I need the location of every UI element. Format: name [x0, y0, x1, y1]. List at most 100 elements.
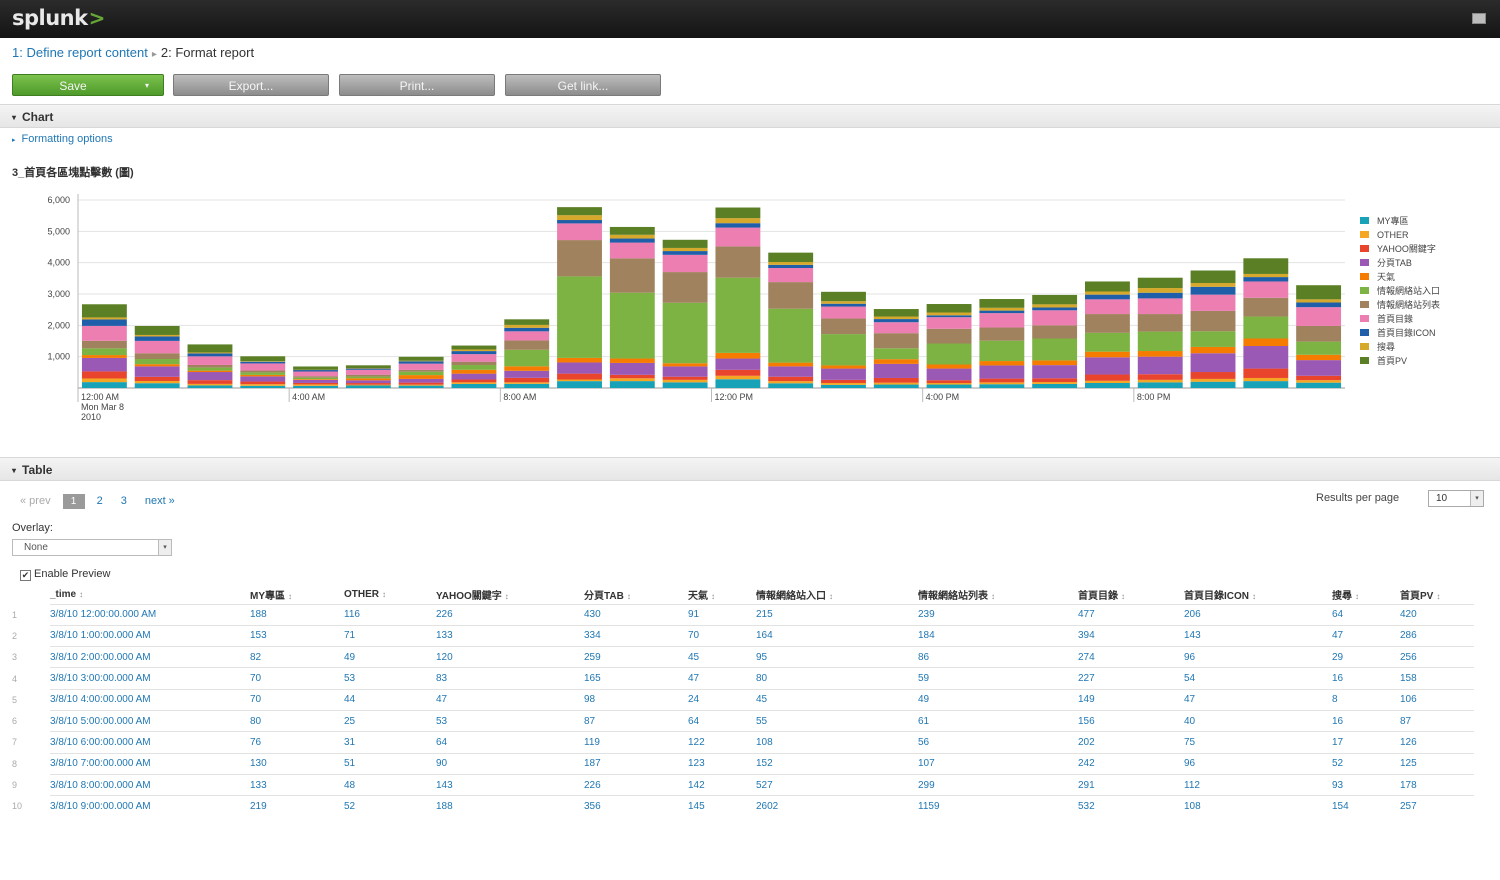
page-2-link[interactable]: 2 — [96, 495, 103, 507]
table-cell[interactable]: 45 — [756, 688, 918, 711]
table-cell[interactable]: 106 — [1400, 688, 1474, 711]
table-cell[interactable]: 70 — [688, 624, 756, 647]
column-header[interactable]: 分頁TAB ↕ — [584, 586, 688, 604]
table-cell[interactable]: 47 — [1184, 688, 1332, 711]
table-cell[interactable]: 87 — [584, 709, 688, 732]
legend-item[interactable]: 首頁目錄 — [1360, 312, 1440, 326]
table-cell[interactable]: 61 — [918, 709, 1078, 732]
sort-icon[interactable]: ↕ — [626, 592, 631, 602]
table-cell[interactable]: 71 — [344, 624, 436, 647]
table-cell[interactable]: 2602 — [756, 795, 918, 817]
sort-icon[interactable]: ↕ — [1355, 592, 1359, 602]
table-cell[interactable]: 356 — [584, 795, 688, 817]
sort-icon[interactable]: ↕ — [1436, 592, 1441, 602]
table-cell[interactable]: 123 — [688, 752, 756, 775]
legend-item[interactable]: 天氣 — [1360, 270, 1440, 284]
table-cell[interactable]: 188 — [250, 603, 344, 626]
table-cell[interactable]: 16 — [1332, 667, 1400, 690]
table-cell[interactable]: 70 — [250, 688, 344, 711]
column-header[interactable]: MY專區 ↕ — [250, 586, 344, 604]
table-cell[interactable]: 96 — [1184, 752, 1332, 775]
column-header[interactable]: 情報網絡站入口 ↕ — [756, 586, 918, 604]
print-button[interactable]: Print... — [339, 74, 495, 96]
table-cell[interactable]: 86 — [918, 646, 1078, 668]
page-3-link[interactable]: 3 — [120, 495, 127, 507]
table-cell[interactable]: 59 — [918, 667, 1078, 690]
table-cell[interactable]: 87 — [1400, 709, 1474, 732]
table-cell[interactable]: 29 — [1332, 646, 1400, 668]
table-cell[interactable]: 143 — [436, 773, 584, 796]
time-cell[interactable]: 3/8/10 6:00:00.000 AM — [50, 731, 250, 754]
column-header[interactable]: 情報網絡站列表 ↕ — [918, 586, 1078, 604]
sort-icon[interactable]: ↕ — [504, 592, 509, 602]
table-cell[interactable]: 184 — [918, 624, 1078, 647]
table-cell[interactable]: 125 — [1400, 752, 1474, 775]
table-cell[interactable]: 45 — [688, 646, 756, 668]
time-cell[interactable]: 3/8/10 2:00:00.000 AM — [50, 646, 250, 668]
table-cell[interactable]: 75 — [1184, 731, 1332, 754]
column-header[interactable]: OTHER ↕ — [344, 586, 436, 604]
save-dropdown-caret-icon[interactable]: ▾ — [144, 81, 149, 90]
table-cell[interactable]: 286 — [1400, 624, 1474, 647]
table-cell[interactable]: 70 — [250, 667, 344, 690]
column-header[interactable]: 天氣 ↕ — [688, 586, 756, 604]
sort-icon[interactable]: ↕ — [711, 592, 715, 602]
table-cell[interactable]: 64 — [688, 709, 756, 732]
table-cell[interactable]: 25 — [344, 709, 436, 732]
legend-item[interactable]: MY專區 — [1360, 214, 1440, 228]
table-cell[interactable]: 16 — [1332, 709, 1400, 732]
breadcrumb-step1-link[interactable]: 1: Define report content — [12, 45, 148, 60]
legend-item[interactable]: OTHER — [1360, 228, 1440, 242]
legend-item[interactable]: 情報網絡站列表 — [1360, 298, 1440, 312]
table-cell[interactable]: 54 — [1184, 667, 1332, 690]
table-cell[interactable]: 256 — [1400, 646, 1474, 668]
splunk-logo[interactable]: splunk> — [12, 6, 105, 30]
table-cell[interactable]: 122 — [688, 731, 756, 754]
table-cell[interactable]: 31 — [344, 731, 436, 754]
table-cell[interactable]: 226 — [584, 773, 688, 796]
column-header[interactable]: _time ↕ — [50, 586, 250, 604]
table-cell[interactable]: 178 — [1400, 773, 1474, 796]
table-cell[interactable]: 239 — [918, 603, 1078, 626]
table-cell[interactable]: 149 — [1078, 688, 1184, 711]
table-cell[interactable]: 156 — [1078, 709, 1184, 732]
get-link-button[interactable]: Get link... — [505, 74, 661, 96]
time-cell[interactable]: 3/8/10 3:00:00.000 AM — [50, 667, 250, 690]
table-cell[interactable]: 154 — [1332, 795, 1400, 817]
time-cell[interactable]: 3/8/10 4:00:00.000 AM — [50, 688, 250, 711]
table-section-header[interactable]: ▾ Table — [0, 457, 1500, 481]
table-cell[interactable]: 291 — [1078, 773, 1184, 796]
table-cell[interactable]: 133 — [250, 773, 344, 796]
table-cell[interactable]: 527 — [756, 773, 918, 796]
table-cell[interactable]: 299 — [918, 773, 1078, 796]
window-control-icon[interactable] — [1472, 13, 1486, 24]
table-cell[interactable]: 259 — [584, 646, 688, 668]
column-header[interactable]: 首頁目錄ICON ↕ — [1184, 586, 1332, 604]
table-cell[interactable]: 49 — [344, 646, 436, 668]
table-cell[interactable]: 64 — [436, 731, 584, 754]
time-cell[interactable]: 3/8/10 12:00:00.000 AM — [50, 603, 250, 626]
overlay-select[interactable]: None ▾ — [12, 539, 172, 556]
table-cell[interactable]: 532 — [1078, 795, 1184, 817]
table-cell[interactable]: 112 — [1184, 773, 1332, 796]
table-cell[interactable]: 274 — [1078, 646, 1184, 668]
table-cell[interactable]: 98 — [584, 688, 688, 711]
table-cell[interactable]: 24 — [688, 688, 756, 711]
results-per-page-select[interactable]: 10 ▾ — [1428, 490, 1484, 507]
enable-preview-toggle[interactable]: ✔ Enable Preview — [20, 568, 110, 581]
table-cell[interactable]: 53 — [436, 709, 584, 732]
table-cell[interactable]: 153 — [250, 624, 344, 647]
table-cell[interactable]: 93 — [1332, 773, 1400, 796]
table-cell[interactable]: 52 — [344, 795, 436, 817]
table-cell[interactable]: 202 — [1078, 731, 1184, 754]
table-cell[interactable]: 143 — [1184, 624, 1332, 647]
time-cell[interactable]: 3/8/10 1:00:00.000 AM — [50, 624, 250, 647]
save-button[interactable]: Save ▾ — [12, 74, 164, 96]
table-cell[interactable]: 51 — [344, 752, 436, 775]
table-cell[interactable]: 187 — [584, 752, 688, 775]
table-cell[interactable]: 158 — [1400, 667, 1474, 690]
table-cell[interactable]: 215 — [756, 603, 918, 626]
time-cell[interactable]: 3/8/10 7:00:00.000 AM — [50, 752, 250, 775]
table-cell[interactable]: 49 — [918, 688, 1078, 711]
sort-icon[interactable]: ↕ — [1121, 592, 1125, 602]
